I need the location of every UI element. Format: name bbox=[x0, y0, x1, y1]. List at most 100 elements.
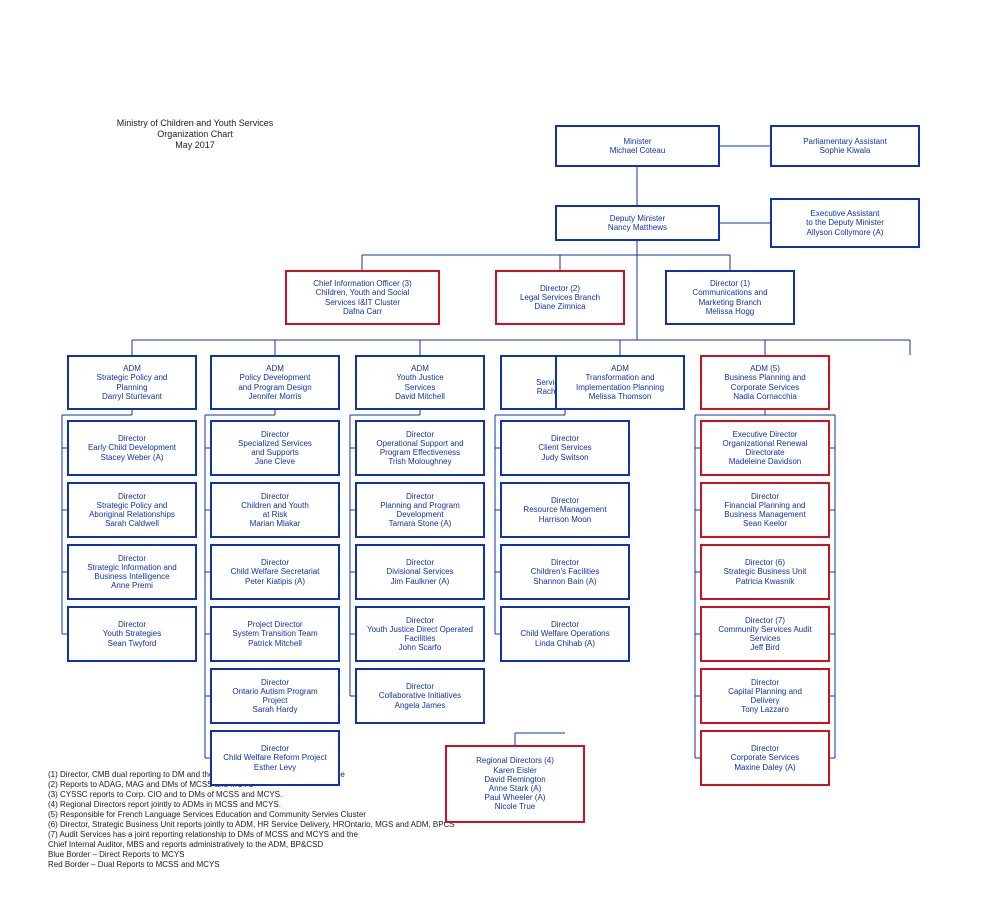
box-line: ADM bbox=[266, 364, 284, 373]
box-line: Anne Stark (A) bbox=[489, 784, 541, 793]
adm-col-0: ADMStrategic Policy andPlanningDarryl St… bbox=[67, 355, 197, 410]
box-line: Children's Facilities bbox=[531, 567, 600, 576]
box-line: Karen Eisler bbox=[493, 766, 537, 775]
box-line: Sophie Kiwala bbox=[820, 146, 871, 155]
box-line: Planning and Program bbox=[380, 501, 460, 510]
adm-col-1: ADMPolicy Developmentand Program DesignJ… bbox=[210, 355, 340, 410]
box-line: Client Services bbox=[538, 443, 591, 452]
box-line: Marketing Branch bbox=[699, 298, 762, 307]
box-line: Regional Directors (4) bbox=[476, 756, 554, 765]
box-line: to the Deputy Minister bbox=[806, 218, 884, 227]
box-line: Harrison Moon bbox=[539, 515, 591, 524]
box-line: Allyson Collymore (A) bbox=[807, 228, 884, 237]
box-line: Trish Moloughney bbox=[388, 457, 451, 466]
box-line: Director bbox=[261, 678, 289, 687]
footnote-line: Chief Internal Auditor, MBS and reports … bbox=[48, 840, 648, 850]
box-line: Transformation and bbox=[585, 373, 654, 382]
box-line: Organizational Renewal bbox=[723, 439, 808, 448]
footnote-line: Blue Border – Direct Reports to MCYS bbox=[48, 850, 648, 860]
box-line: Director bbox=[551, 558, 579, 567]
box-line: David Remington bbox=[484, 775, 545, 784]
box-line: ADM bbox=[411, 364, 429, 373]
box-line: Chief Information Officer (3) bbox=[313, 279, 412, 288]
box-regional: Regional Directors (4)Karen EislerDavid … bbox=[445, 745, 585, 823]
box-deputy: Deputy MinisterNancy Matthews bbox=[555, 205, 720, 241]
title-line-2: Organization Chart bbox=[90, 129, 300, 140]
box-line: Business Intelligence bbox=[94, 572, 169, 581]
box-line: Divisional Services bbox=[386, 567, 453, 576]
adm-col-5: ADM (5)Business Planning andCorporate Se… bbox=[700, 355, 830, 410]
box-line: Business Planning and bbox=[724, 373, 805, 382]
chart-title: Ministry of Children and Youth Services … bbox=[90, 118, 300, 150]
box-line: Planning bbox=[116, 383, 147, 392]
box-line: Director bbox=[406, 616, 434, 625]
box-line: Delivery bbox=[751, 696, 780, 705]
box-line: Director bbox=[751, 678, 779, 687]
box-line: Implementation Planning bbox=[576, 383, 664, 392]
box-line: Sean Twyford bbox=[108, 639, 157, 648]
box-line: Judy Switson bbox=[541, 453, 588, 462]
box-cio: Chief Information Officer (3)Children, Y… bbox=[285, 270, 440, 325]
box-line: David Mitchell bbox=[395, 392, 445, 401]
col0-item1: DirectorStrategic Policy andAboriginal R… bbox=[67, 482, 197, 538]
box-line: Facilities bbox=[404, 634, 435, 643]
box-line: Development bbox=[396, 510, 443, 519]
box-line: Executive Director bbox=[733, 430, 798, 439]
box-line: Aboriginal Relationships bbox=[89, 510, 175, 519]
box-line: Jim Faulkner (A) bbox=[391, 577, 450, 586]
box-line: Sarah Hardy bbox=[253, 705, 298, 714]
box-line: Angela James bbox=[395, 701, 446, 710]
box-line: Youth Justice bbox=[396, 373, 443, 382]
box-line: Child Welfare Secretariat bbox=[231, 567, 320, 576]
box-line: Director bbox=[261, 744, 289, 753]
box-line: Resource Management bbox=[523, 505, 606, 514]
box-line: Diane Zimnica bbox=[534, 302, 585, 311]
box-minister: MinisterMichael Coteau bbox=[555, 125, 720, 167]
col3-item3: DirectorChild Welfare OperationsLinda Ch… bbox=[500, 606, 630, 662]
col3-item1: DirectorResource ManagementHarrison Moon bbox=[500, 482, 630, 538]
adm-col-4: ADMTransformation andImplementation Plan… bbox=[555, 355, 685, 410]
box-line: Director bbox=[751, 744, 779, 753]
box-line: Executive Assistant bbox=[811, 209, 880, 218]
col2-item4: DirectorCollaborative InitiativesAngela … bbox=[355, 668, 485, 724]
box-line: Director bbox=[406, 558, 434, 567]
title-line-1: Ministry of Children and Youth Services bbox=[90, 118, 300, 129]
box-line: Sarah Caldwell bbox=[105, 519, 159, 528]
box-line: Specialized Services bbox=[238, 439, 312, 448]
box-line: Project bbox=[263, 696, 288, 705]
footnote-line: Red Border – Dual Reports to MCSS and MC… bbox=[48, 860, 648, 870]
box-line: ADM (5) bbox=[750, 364, 780, 373]
box-line: Early Child Development bbox=[88, 443, 176, 452]
box-line: Esther Levy bbox=[254, 763, 296, 772]
col0-item0: DirectorEarly Child DevelopmentStacey We… bbox=[67, 420, 197, 476]
box-legal: Director (2)Legal Services BranchDiane Z… bbox=[495, 270, 625, 325]
box-line: Tony Lazzaro bbox=[741, 705, 789, 714]
box-line: and Program Design bbox=[238, 383, 311, 392]
col1-item4: DirectorOntario Autism ProgramProjectSar… bbox=[210, 668, 340, 724]
box-line: Capital Planning and bbox=[728, 687, 802, 696]
box-line: Program Effectiveness bbox=[380, 448, 460, 457]
box-line: Child Welfare Reform Project bbox=[223, 753, 326, 762]
box-line: Director bbox=[118, 434, 146, 443]
box-line: Patrick Mitchell bbox=[248, 639, 302, 648]
box-parl_asst: Parliamentary AssistantSophie Kiwala bbox=[770, 125, 920, 167]
box-line: Business Management bbox=[724, 510, 805, 519]
box-line: Linda Chihab (A) bbox=[535, 639, 595, 648]
box-line: Maxine Daley (A) bbox=[734, 763, 795, 772]
col1-item2: DirectorChild Welfare SecretariatPeter K… bbox=[210, 544, 340, 600]
box-line: Director bbox=[261, 492, 289, 501]
box-line: Patricia Kwasnik bbox=[736, 577, 795, 586]
box-line: Jane Cleve bbox=[255, 457, 295, 466]
box-line: Darryl Sturtevant bbox=[102, 392, 162, 401]
box-line: Director (1) bbox=[710, 279, 750, 288]
box-line: Nadia Cornacchia bbox=[733, 392, 797, 401]
box-line: Directorate bbox=[745, 448, 784, 457]
box-line: Tamara Stone (A) bbox=[389, 519, 452, 528]
box-line: Strategic Business Unit bbox=[724, 567, 807, 576]
box-line: Nicole True bbox=[495, 802, 535, 811]
box-line: ADM bbox=[123, 364, 141, 373]
box-line: Operational Support and bbox=[376, 439, 463, 448]
box-line: Director (6) bbox=[745, 558, 785, 567]
box-line: ADM bbox=[611, 364, 629, 373]
box-line: Director bbox=[406, 492, 434, 501]
